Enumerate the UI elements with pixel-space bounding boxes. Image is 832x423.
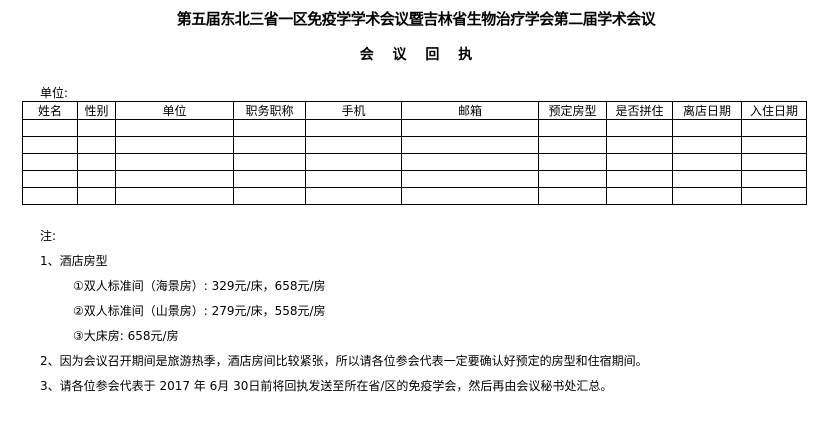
header-checkout: 离店日期 bbox=[672, 101, 742, 120]
table-cell[interactable] bbox=[606, 119, 673, 137]
table-cell[interactable] bbox=[538, 153, 607, 171]
table-cell[interactable] bbox=[401, 153, 539, 171]
table-cell[interactable] bbox=[77, 170, 116, 188]
table-cell[interactable] bbox=[77, 119, 116, 137]
table-cell[interactable] bbox=[305, 187, 402, 205]
header-checkin: 入住日期 bbox=[741, 101, 807, 120]
note-item-2: 2、因为会议召开期间是旅游热季，酒店房间比较紧张，所以请各位参会代表一定要确认好… bbox=[40, 354, 648, 368]
table-cell[interactable] bbox=[401, 170, 539, 188]
document-subtitle: 会 议 回 执 bbox=[359, 47, 473, 63]
table-cell[interactable] bbox=[305, 153, 402, 171]
table-cell[interactable] bbox=[77, 187, 116, 205]
table-row bbox=[22, 170, 807, 188]
table-row bbox=[22, 187, 807, 205]
table-cell[interactable] bbox=[401, 136, 539, 154]
header-share: 是否拼住 bbox=[606, 101, 673, 120]
table-cell[interactable] bbox=[741, 136, 807, 154]
table-cell[interactable] bbox=[233, 153, 306, 171]
table-cell[interactable] bbox=[672, 136, 742, 154]
table-cell[interactable] bbox=[741, 119, 807, 137]
note-item-3: 3、请各位参会代表于 2017 年 6月 30日前将回执发送至所在省/区的免疫学… bbox=[40, 379, 613, 393]
table-cell[interactable] bbox=[22, 119, 78, 137]
table-cell[interactable] bbox=[115, 136, 234, 154]
room-type-1: ①双人标准间（海景房）: 329元/床，658元/房 bbox=[73, 279, 326, 293]
table-header-row: 姓名 性别 单位 职务职称 手机 邮箱 预定房型 是否拼住 离店日期 入住日期 bbox=[22, 101, 807, 120]
table-cell[interactable] bbox=[77, 153, 116, 171]
table-cell[interactable] bbox=[233, 119, 306, 137]
header-title: 职务职称 bbox=[233, 101, 306, 120]
table-cell[interactable] bbox=[672, 119, 742, 137]
table-cell[interactable] bbox=[538, 136, 607, 154]
table-cell[interactable] bbox=[115, 119, 234, 137]
table-cell[interactable] bbox=[538, 187, 607, 205]
registration-table: 姓名 性别 单位 职务职称 手机 邮箱 预定房型 是否拼住 离店日期 入住日期 bbox=[22, 101, 807, 205]
table-cell[interactable] bbox=[538, 119, 607, 137]
table-cell[interactable] bbox=[606, 153, 673, 171]
table-cell[interactable] bbox=[115, 170, 234, 188]
table-cell[interactable] bbox=[741, 187, 807, 205]
table-cell[interactable] bbox=[305, 136, 402, 154]
notes-label: 注: bbox=[40, 229, 57, 243]
table-cell[interactable] bbox=[115, 187, 234, 205]
table-cell[interactable] bbox=[115, 153, 234, 171]
table-cell[interactable] bbox=[672, 187, 742, 205]
table-cell[interactable] bbox=[401, 187, 539, 205]
table-cell[interactable] bbox=[22, 136, 78, 154]
table-row bbox=[22, 153, 807, 171]
table-cell[interactable] bbox=[233, 136, 306, 154]
table-cell[interactable] bbox=[672, 170, 742, 188]
table-cell[interactable] bbox=[22, 153, 78, 171]
table-row bbox=[22, 136, 807, 154]
table-cell[interactable] bbox=[606, 136, 673, 154]
table-cell[interactable] bbox=[22, 170, 78, 188]
table-cell[interactable] bbox=[672, 153, 742, 171]
table-cell[interactable] bbox=[305, 170, 402, 188]
table-cell[interactable] bbox=[606, 187, 673, 205]
header-room-type: 预定房型 bbox=[538, 101, 607, 120]
table-cell[interactable] bbox=[401, 119, 539, 137]
table-cell[interactable] bbox=[305, 119, 402, 137]
unit-label: 单位: bbox=[40, 86, 69, 100]
table-cell[interactable] bbox=[538, 170, 607, 188]
notes: 注: 1、酒店房型 ①双人标准间（海景房）: 329元/床，658元/房 ②双人… bbox=[40, 228, 648, 403]
room-type-2: ②双人标准间（山景房）: 279元/床，558元/房 bbox=[73, 304, 326, 318]
table-cell[interactable] bbox=[606, 170, 673, 188]
table-row bbox=[22, 119, 807, 137]
document-title: 第五届东北三省一区免疫学学术会议暨吉林省生物治疗学会第二届学术会议 bbox=[176, 10, 656, 28]
table-cell[interactable] bbox=[741, 153, 807, 171]
room-type-3: ③大床房: 658元/房 bbox=[73, 329, 179, 343]
header-email: 邮箱 bbox=[401, 101, 539, 120]
table-cell[interactable] bbox=[233, 187, 306, 205]
table-cell[interactable] bbox=[77, 136, 116, 154]
table-cell[interactable] bbox=[233, 170, 306, 188]
header-unit: 单位 bbox=[115, 101, 234, 120]
table-cell[interactable] bbox=[741, 170, 807, 188]
header-phone: 手机 bbox=[305, 101, 402, 120]
table-cell[interactable] bbox=[22, 187, 78, 205]
header-gender: 性别 bbox=[77, 101, 116, 120]
note-item-1: 1、酒店房型 bbox=[40, 254, 108, 268]
header-name: 姓名 bbox=[22, 101, 78, 120]
